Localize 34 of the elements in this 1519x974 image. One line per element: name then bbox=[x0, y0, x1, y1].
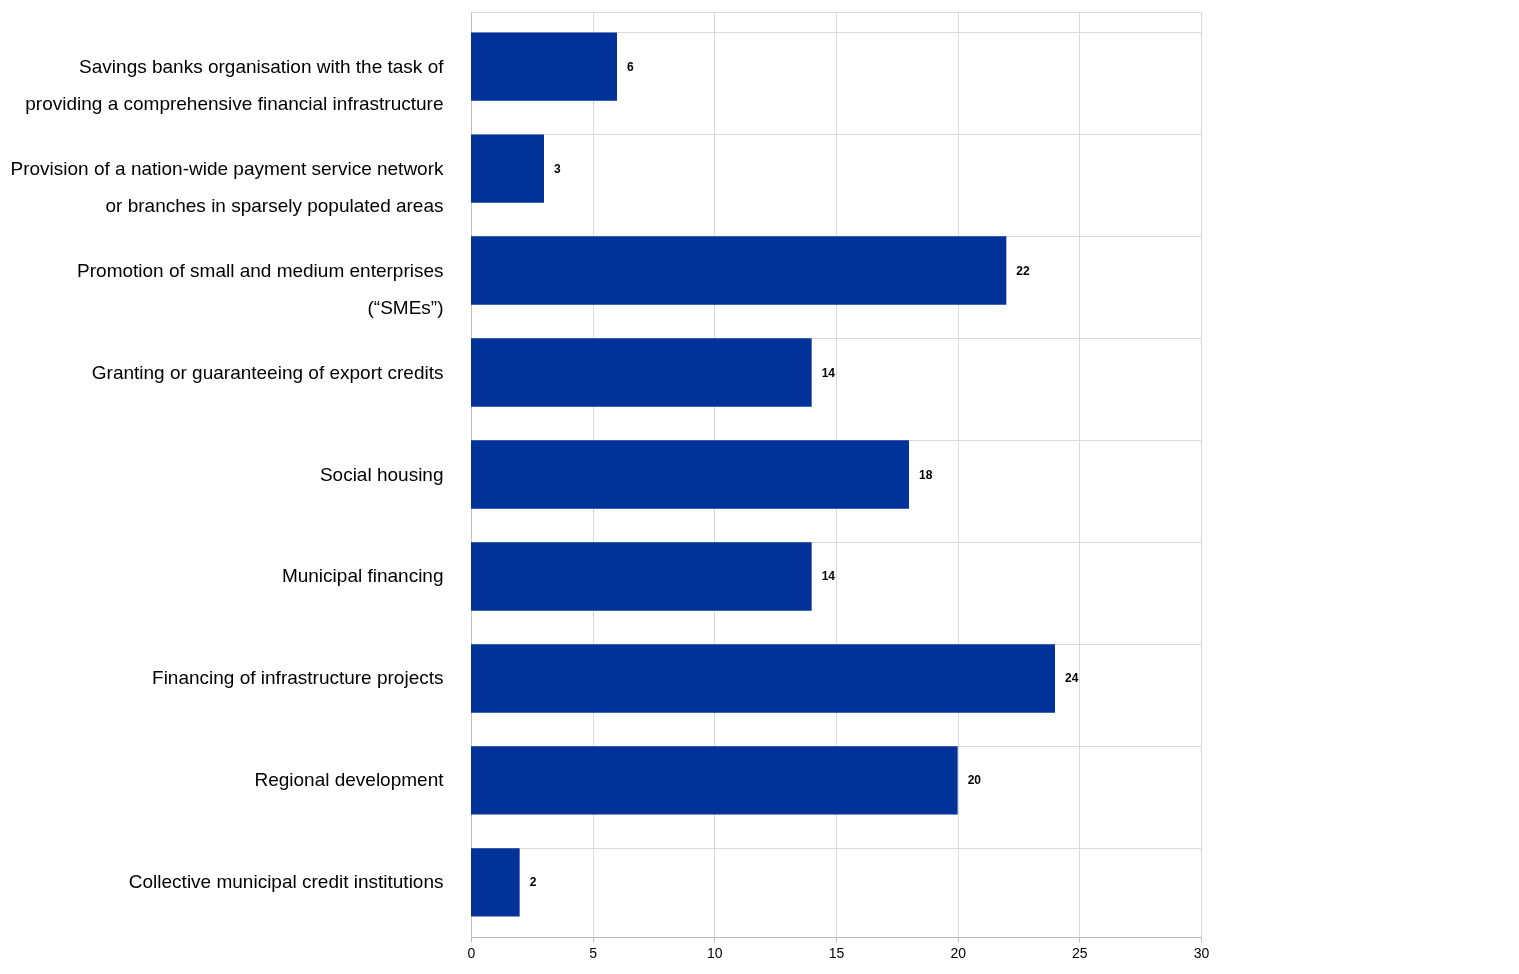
y-tick-label: Regional development bbox=[254, 769, 445, 791]
y-tick-label: Provision of a nation-wide payment service network or branches in sparsely populated areas bbox=[10, 157, 444, 216]
data-label: 2 bbox=[529, 875, 537, 890]
y-tick-label: Social housing bbox=[319, 463, 444, 485]
data-label: 24 bbox=[1065, 671, 1079, 686]
data-label: 18 bbox=[919, 467, 933, 482]
bar bbox=[471, 134, 544, 203]
bar bbox=[471, 848, 520, 917]
y-tick-label: Granting or guaranteeing of export credits bbox=[91, 361, 444, 383]
x-tick-label: 5 bbox=[589, 944, 598, 961]
x-tick-label: 30 bbox=[1193, 944, 1210, 961]
data-label: 20 bbox=[967, 773, 982, 788]
data-label: 6 bbox=[627, 59, 634, 74]
bar bbox=[471, 746, 958, 815]
bar bbox=[471, 236, 1007, 305]
data-label: 14 bbox=[821, 569, 836, 584]
data-label: 3 bbox=[554, 161, 561, 176]
x-tick-label: 15 bbox=[828, 944, 845, 961]
x-tick-label: 20 bbox=[950, 944, 967, 961]
x-tick-label: 25 bbox=[1072, 944, 1088, 961]
y-tick-label: Savings banks organisation with the task of providing a comprehensive financial infrastructure bbox=[25, 55, 445, 114]
y-tick-label: Collective municipal credit institutions bbox=[128, 871, 444, 893]
bar bbox=[471, 440, 909, 509]
y-tick-label: Municipal financing bbox=[281, 565, 444, 587]
y-tick-label: Financing of infrastructure projects bbox=[152, 667, 444, 689]
bar bbox=[471, 32, 617, 101]
x-tick-label: 10 bbox=[707, 944, 723, 961]
x-tick-label: 0 bbox=[467, 944, 476, 961]
data-label: 14 bbox=[821, 365, 836, 380]
data-label: 22 bbox=[1016, 263, 1031, 278]
bar bbox=[471, 644, 1055, 713]
bar bbox=[471, 338, 812, 407]
bar bbox=[471, 542, 812, 611]
y-tick-label: Promotion of small and medium enterprises (“SMEs”) bbox=[77, 259, 444, 318]
